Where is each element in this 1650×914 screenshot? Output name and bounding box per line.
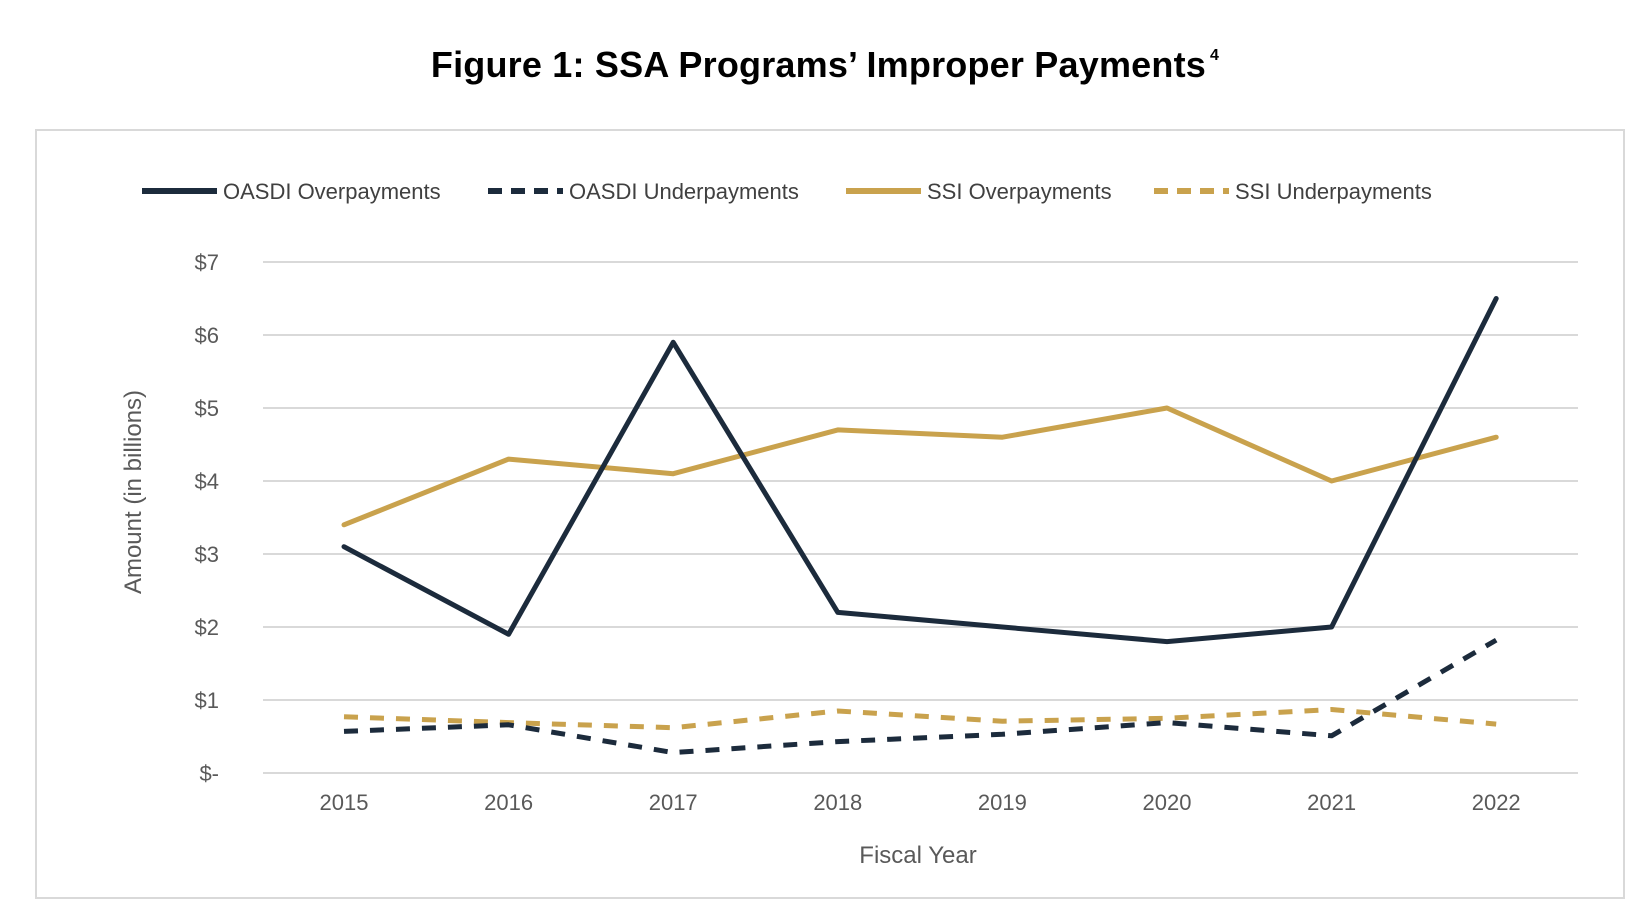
data-point — [1329, 707, 1334, 712]
x-tick-label: 2015 — [320, 790, 369, 815]
data-point — [1165, 639, 1170, 644]
y-tick-label: $5 — [195, 396, 219, 421]
x-axis-title: Fiscal Year — [859, 842, 976, 869]
data-point — [1329, 479, 1334, 484]
data-point — [671, 471, 676, 476]
y-tick-label: $2 — [195, 615, 219, 640]
data-point — [342, 729, 347, 734]
data-point — [835, 739, 840, 744]
y-axis-title: Amount (in billions) — [120, 390, 147, 594]
y-tick-label: $4 — [195, 469, 219, 494]
data-point — [835, 427, 840, 432]
data-point — [835, 708, 840, 713]
data-point — [342, 544, 347, 549]
x-tick-label: 2017 — [649, 790, 698, 815]
gridlines — [263, 261, 1578, 774]
y-tick-label: $- — [199, 761, 219, 786]
data-point — [506, 457, 511, 462]
y-tick-label: $7 — [195, 250, 219, 275]
data-point — [1000, 435, 1005, 440]
series-line-oasdi-overpayments — [341, 296, 1499, 645]
x-tick-label: 2018 — [813, 790, 862, 815]
data-point — [1000, 719, 1005, 724]
data-point — [1329, 625, 1334, 630]
data-point — [1494, 638, 1499, 643]
data-point — [1165, 406, 1170, 411]
legend-label: OASDI Overpayments — [223, 179, 441, 204]
legend: OASDI Overpayments OASDI Underpayments SSI… — [142, 179, 1432, 204]
legend-label: OASDI Underpayments — [569, 179, 799, 204]
y-tick-label: $6 — [195, 323, 219, 348]
data-point — [1165, 720, 1170, 725]
data-point — [1165, 716, 1170, 721]
chart-frame — [35, 129, 1625, 899]
series-line-oasdi-underpayments — [343, 637, 1498, 756]
series-line-ssi-underpayments — [343, 707, 1497, 731]
data-point — [1329, 733, 1334, 738]
x-tick-label: 2019 — [978, 790, 1027, 815]
x-axis-ticks: 2015 2016 2017 2018 2019 2020 2021 2022 — [320, 790, 1521, 815]
y-axis-ticks: $- $1 $2 $3 $4 $5 $6 $7 — [195, 250, 219, 786]
series-lines — [341, 296, 1499, 756]
legend-label: SSI Underpayments — [1235, 179, 1432, 204]
data-point — [671, 340, 676, 345]
series-line-ssi-overpayments — [341, 405, 1499, 528]
footnote-marker: 4 — [1210, 47, 1220, 64]
legend-label: SSI Overpayments — [927, 179, 1112, 204]
data-point — [506, 632, 511, 637]
data-point — [1494, 296, 1499, 301]
x-tick-label: 2016 — [484, 790, 533, 815]
x-tick-label: 2022 — [1472, 790, 1521, 815]
x-tick-label: 2021 — [1307, 790, 1356, 815]
figure-title-text: Figure 1: SSA Programs’ Improper Payment… — [430, 44, 1206, 85]
y-tick-label: $3 — [195, 542, 219, 567]
data-point — [1494, 435, 1499, 440]
figure-title: Figure 1: SSA Programs’ Improper Payment… — [0, 44, 1650, 86]
y-tick-label: $1 — [195, 688, 219, 713]
data-point — [1000, 732, 1005, 737]
data-point — [671, 750, 676, 755]
data-point — [1494, 722, 1499, 727]
data-point — [342, 522, 347, 527]
data-point — [671, 725, 676, 730]
data-point — [1000, 625, 1005, 630]
x-tick-label: 2020 — [1143, 790, 1192, 815]
data-point — [506, 722, 511, 727]
data-point — [342, 714, 347, 719]
data-point — [835, 610, 840, 615]
